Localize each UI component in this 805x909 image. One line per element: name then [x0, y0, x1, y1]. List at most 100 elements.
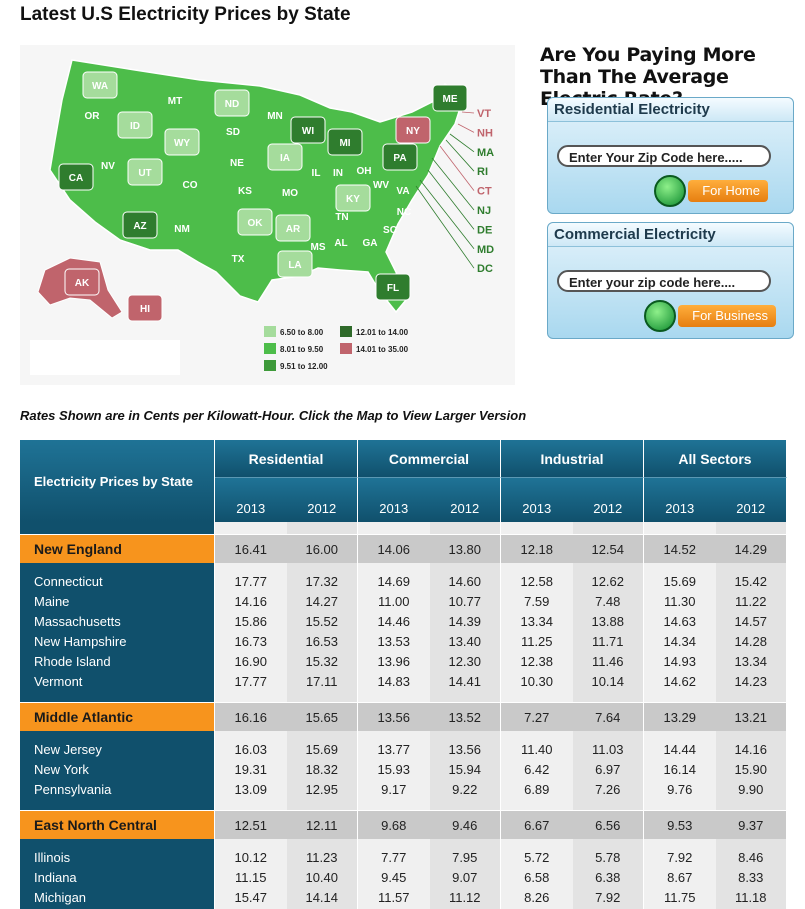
region-value: 13.56: [358, 703, 430, 731]
state-label: MD: [477, 244, 494, 256]
legend-swatch: [340, 326, 352, 337]
state-value: 6.58: [524, 869, 550, 885]
state-block: [20, 731, 215, 810]
business-icon[interactable]: [644, 300, 676, 332]
state-value: 12.58: [520, 573, 554, 589]
state-value: 18.32: [287, 759, 358, 779]
value-block: [644, 839, 716, 909]
state-label: NY: [406, 126, 420, 137]
state-value: 7.26: [573, 779, 644, 799]
state-value: 10.14: [573, 671, 644, 691]
state-value: 14.34: [663, 633, 697, 649]
home-icon[interactable]: [654, 175, 686, 207]
region-value: 14.52: [644, 535, 716, 563]
state-value: 11.30: [663, 593, 696, 609]
state-value: 17.77: [234, 673, 268, 689]
state-label: FL: [387, 283, 399, 294]
for-business-button[interactable]: For Business: [678, 305, 776, 327]
state-value: 13.77: [377, 741, 411, 757]
region-value: 13.52: [429, 703, 501, 731]
state-shape: [275, 214, 311, 242]
state-value: 6.97: [573, 759, 644, 779]
value-block: [286, 563, 358, 702]
legend-label: 6.50 to 8.00: [280, 328, 324, 337]
state-label: Indiana: [34, 869, 77, 885]
state-value: 6.38: [573, 867, 644, 887]
state-value: 13.53: [377, 633, 411, 649]
for-home-button[interactable]: For Home: [688, 180, 768, 202]
state-value: 14.62: [663, 673, 697, 689]
legend-label: 14.01 to 35.00: [356, 345, 409, 354]
region-value: 7.64: [572, 703, 644, 731]
state-label: MS: [311, 242, 326, 253]
callout-line: [439, 145, 475, 191]
state-value: 11.12: [430, 887, 501, 907]
value-block: [358, 731, 430, 810]
state-value: 13.40: [430, 631, 501, 651]
state-label: ME: [443, 94, 458, 105]
state-label: ND: [225, 99, 239, 110]
state-value: 11.57: [377, 889, 410, 905]
legend-swatch: [264, 326, 276, 337]
us-map[interactable]: WA OR ID MT ND MN WI MI NY ME CA NV UT WY SD IA IL IN OH PA…: [20, 45, 515, 385]
zip-input[interactable]: Enter Your Zip Code here.....: [557, 145, 771, 167]
value-block: [501, 731, 573, 810]
state-value: 16.73: [234, 633, 268, 649]
year-header: 2013: [501, 478, 573, 522]
state-label: New Jersey: [34, 741, 102, 757]
legend-swatch: [340, 343, 352, 354]
source-box: [30, 340, 180, 375]
state-shape: [127, 294, 163, 322]
state-shape: [82, 71, 118, 99]
state-value: 14.27: [287, 591, 358, 611]
state-value: 7.77: [381, 849, 407, 865]
value-block: [215, 731, 287, 810]
state-value: 5.78: [573, 847, 644, 867]
year-header: 2013: [358, 478, 430, 522]
us-outline: [49, 59, 465, 314]
state-label: MO: [282, 188, 298, 199]
state-value: 14.16: [234, 593, 268, 609]
state-label: VT: [477, 108, 491, 120]
residential-panel: Residential Electricity Enter Your Zip C…: [547, 97, 794, 214]
state-value: 11.18: [716, 887, 787, 907]
state-value: 14.23: [716, 671, 787, 691]
state-shape: [290, 116, 326, 144]
state-value: 14.16: [716, 739, 787, 759]
state-label: NE: [230, 158, 244, 169]
value-block: [572, 563, 644, 702]
state-value: 13.09: [234, 781, 268, 797]
spacer-cell: [215, 522, 287, 534]
region-value: 9.53: [644, 811, 716, 839]
value-block: [715, 563, 787, 702]
state-value: 15.93: [377, 761, 411, 777]
spacer-cell: [358, 522, 430, 534]
state-shape: [127, 158, 163, 186]
state-value: 12.38: [520, 653, 554, 669]
zip-input[interactable]: Enter your zip code here....: [557, 270, 771, 292]
spacer-cell: [286, 522, 358, 534]
state-value: 12.30: [430, 651, 501, 671]
state-label: LA: [288, 260, 301, 271]
group-header: Residential: [215, 440, 358, 478]
state-value: 13.88: [573, 611, 644, 631]
legend-label: 9.51 to 12.00: [280, 362, 328, 371]
callout-line: [431, 157, 475, 211]
spacer-cell: [644, 522, 716, 534]
state-label: UT: [138, 168, 151, 179]
legend-swatch: [264, 360, 276, 371]
state-value: 9.17: [381, 781, 407, 797]
value-block: [429, 731, 501, 810]
state-value: 5.72: [524, 849, 550, 865]
state-label: IA: [280, 153, 290, 164]
state-label: AR: [286, 224, 301, 235]
callout-line: [419, 179, 475, 250]
value-block: [286, 839, 358, 909]
state-value: 12.95: [287, 779, 358, 799]
state-label: CA: [69, 173, 83, 184]
region-label: East North Central: [20, 811, 215, 839]
state-value: 14.83: [377, 673, 411, 689]
panel-title: Residential Electricity: [548, 98, 793, 122]
state-shape: [214, 89, 250, 117]
